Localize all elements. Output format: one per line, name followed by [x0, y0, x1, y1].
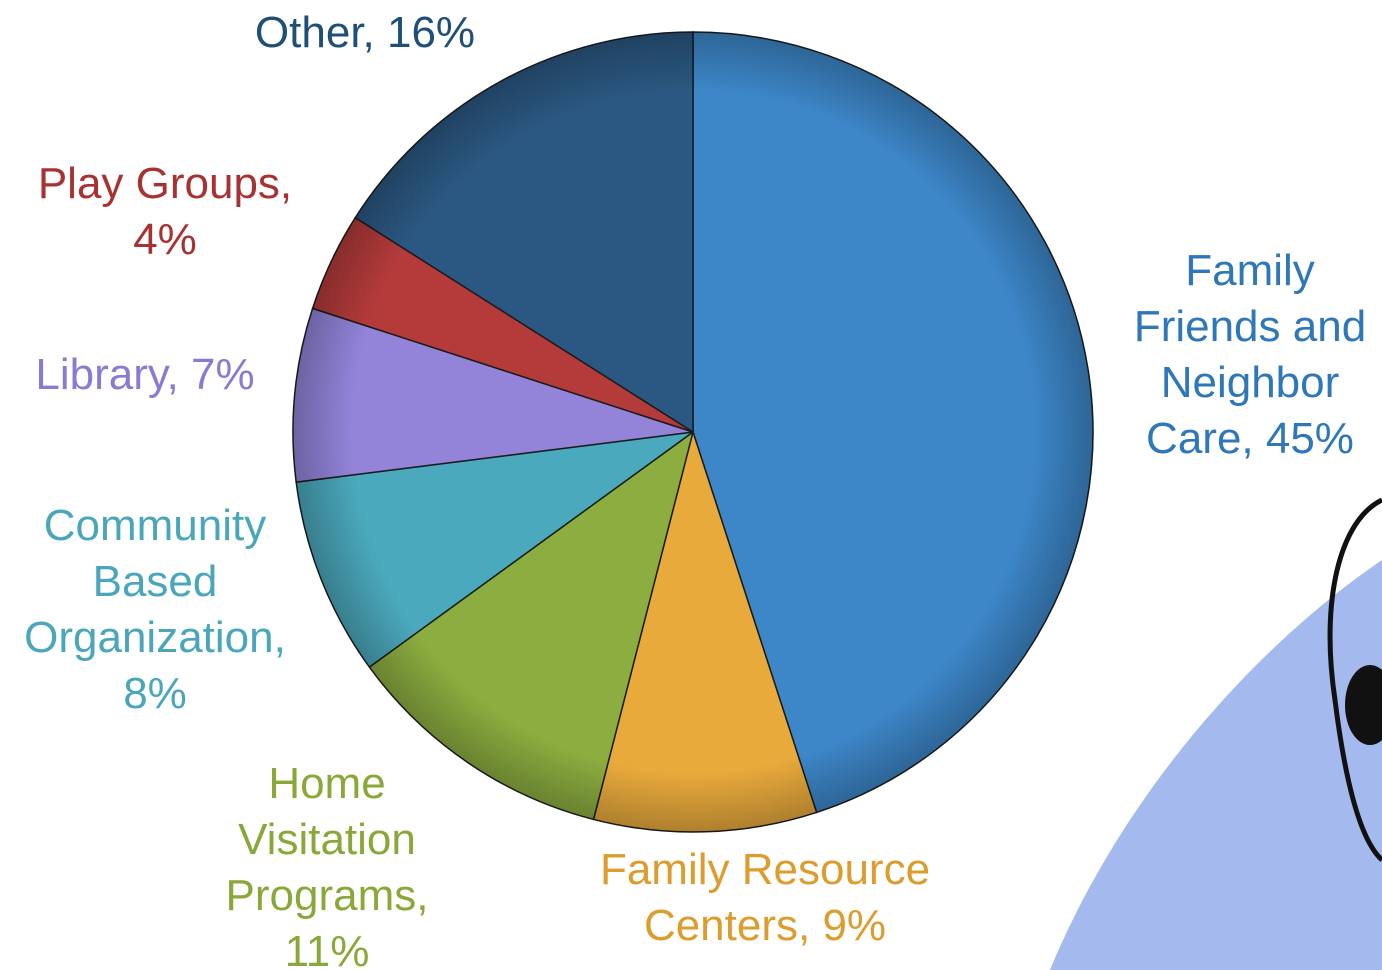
pie	[293, 32, 1093, 832]
data-label: Home Visitation Programs, 11%	[207, 756, 447, 970]
data-label: Other, 16%	[205, 5, 525, 61]
data-label: Family Friends and Neighbor Care, 45%	[1125, 243, 1375, 467]
chart: Family Friends and Neighbor Care, 45% Fam…	[0, 0, 1382, 970]
data-label: Family Resource Centers, 9%	[575, 842, 955, 954]
data-label: Community Based Organization, 8%	[10, 498, 300, 722]
data-label: Library, 7%	[5, 347, 285, 403]
data-label: Play Groups, 4%	[20, 156, 310, 268]
